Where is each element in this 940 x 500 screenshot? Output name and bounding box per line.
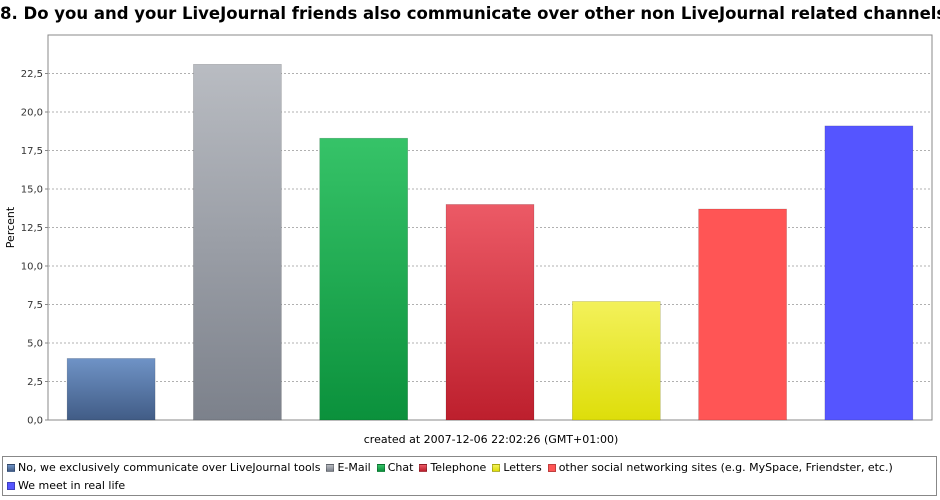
bar [698,208,787,421]
bar [66,358,156,421]
bar [193,64,282,421]
chart-title: 8. Do you and your LiveJournal friends a… [0,4,940,23]
legend-label: No, we exclusively communicate over Live… [18,461,321,474]
y-tick-label: 7,5 [27,300,43,311]
y-tick-label: 5,0 [27,339,43,350]
legend: No, we exclusively communicate over Live… [2,456,937,496]
legend-label: other social networking sites (e.g. MySp… [558,461,893,474]
legend-item: E-Mail [326,459,371,477]
y-tick-label: 17,5 [21,146,43,157]
bar [319,137,409,421]
bar [824,125,914,421]
legend-item: Chat [376,459,414,477]
legend-item: other social networking sites (e.g. MySp… [547,459,893,477]
legend-item: Letters [492,459,542,477]
y-tick-label: 12,5 [21,223,43,234]
y-tick-label: 10,0 [21,262,43,273]
legend-swatch [7,464,15,472]
legend-label: E-Mail [337,461,371,474]
legend-item: We meet in real life [7,477,125,495]
y-tick-label: 20,0 [21,108,43,119]
bar [571,301,661,421]
y-tick-label: 22,5 [21,69,43,80]
legend-label: We meet in real life [18,479,126,492]
legend-swatch [326,464,335,472]
legend-swatch [547,464,556,472]
legend-item: Telephone [419,459,486,477]
legend-swatch [376,464,385,472]
legend-label: Letters [503,461,542,474]
y-tick-label: 0,0 [27,416,43,427]
legend-label: Chat [387,461,414,474]
y-axis-label: Percent [4,206,17,248]
bar-chart: 0,0 2,5 5,0 7,5 10,0 12,5 15,0 17,5 20,0 22,5 Per… [4,34,933,446]
bars [66,64,914,421]
y-axis-ticks: 0,0 2,5 5,0 7,5 10,0 12,5 15,0 17,5 20,0 22,5 [21,69,48,427]
y-tick-label: 2,5 [27,377,43,388]
legend-item: No, we exclusively communicate over Live… [7,459,320,477]
legend-label: Telephone [430,461,487,474]
legend-swatch [419,464,428,472]
y-tick-label: 15,0 [21,185,43,196]
x-axis-label: created at 2007-12-06 22:02:26 (GMT+01:0… [364,433,619,446]
legend-swatch [7,482,15,490]
bar [445,204,535,421]
legend-swatch [492,464,501,472]
